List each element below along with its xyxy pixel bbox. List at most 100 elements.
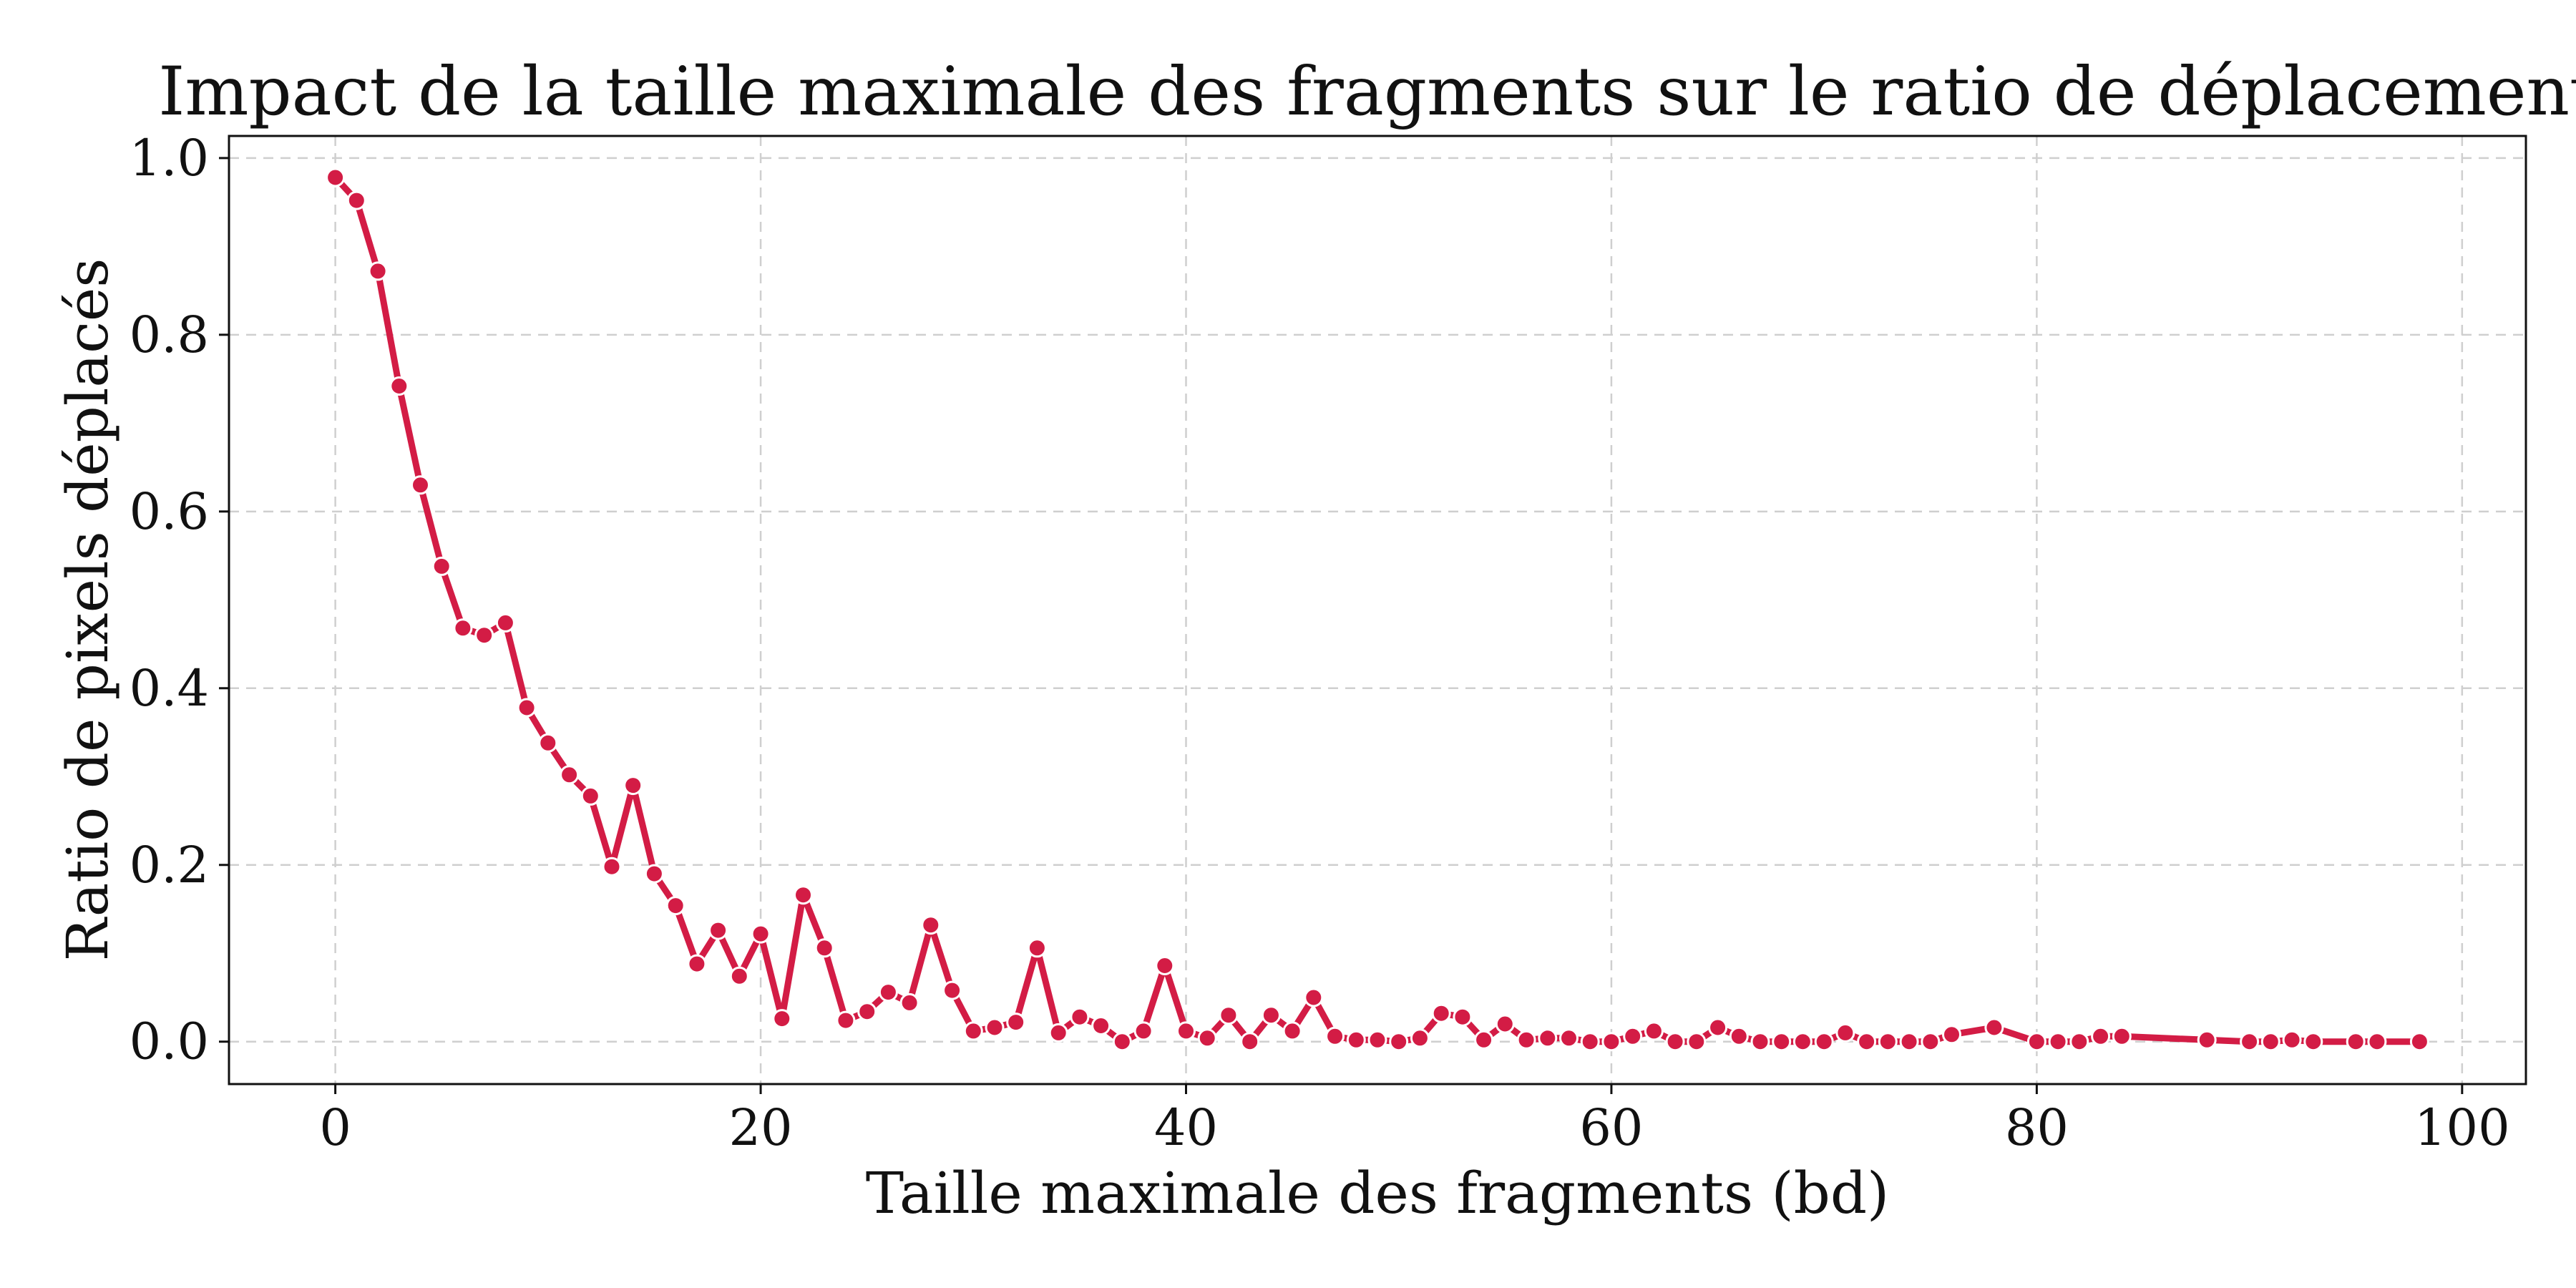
y-tick-label: 0.8: [130, 306, 209, 364]
data-point: [1133, 1021, 1153, 1041]
data-point: [1048, 1023, 1068, 1043]
data-point: [1389, 1032, 1409, 1052]
data-point: [368, 261, 388, 281]
y-tick-label: 0.0: [130, 1013, 209, 1071]
data-point: [2026, 1032, 2046, 1052]
data-point: [346, 190, 366, 210]
data-point: [1942, 1025, 1961, 1045]
series-points: [326, 167, 2429, 1052]
x-axis-label: Taille maximale des fragments (bd): [866, 1160, 1890, 1226]
data-point: [389, 376, 409, 396]
data-point: [1538, 1028, 1558, 1048]
data-point: [1261, 1005, 1281, 1025]
data-point: [729, 966, 749, 986]
data-point: [411, 475, 430, 495]
data-point: [2346, 1032, 2366, 1052]
data-point: [1495, 1014, 1515, 1034]
data-point: [794, 885, 813, 905]
data-point: [1474, 1030, 1494, 1050]
data-point: [1155, 956, 1175, 975]
data-point: [2260, 1032, 2280, 1052]
data-point: [687, 954, 707, 974]
data-point: [1835, 1023, 1855, 1043]
data-point: [1984, 1018, 2004, 1038]
data-point: [985, 1018, 1005, 1038]
data-point: [1240, 1032, 1260, 1052]
data-point: [1623, 1026, 1643, 1046]
x-tick-label: 80: [2005, 1098, 2069, 1157]
data-point: [1729, 1026, 1749, 1046]
data-point: [495, 613, 515, 633]
data-point: [708, 920, 728, 940]
data-point: [1346, 1030, 1366, 1050]
data-point: [814, 938, 834, 958]
data-point: [665, 896, 686, 916]
x-tick-label: 40: [1154, 1098, 1218, 1157]
data-point: [1580, 1032, 1600, 1052]
data-point: [1772, 1032, 1792, 1052]
x-tick-label: 20: [729, 1098, 793, 1157]
data-point: [1325, 1026, 1345, 1046]
data-point: [1091, 1016, 1111, 1035]
data-point: [538, 733, 558, 753]
data-point: [1665, 1032, 1685, 1052]
data-point: [453, 618, 473, 638]
data-point: [772, 1009, 792, 1029]
data-point: [921, 915, 941, 935]
y-tick-label: 0.2: [130, 836, 209, 894]
data-point: [1367, 1030, 1387, 1050]
data-point: [857, 1002, 877, 1022]
data-point: [1878, 1032, 1898, 1052]
data-point: [2303, 1032, 2323, 1052]
data-point: [1410, 1028, 1430, 1048]
chart-title: Impact de la taille maximale des fragmen…: [158, 53, 2576, 131]
data-point: [560, 765, 580, 785]
data-point: [474, 625, 494, 645]
data-point: [326, 167, 346, 187]
data-point: [2112, 1026, 2132, 1046]
data-point: [1197, 1028, 1217, 1048]
data-point: [1027, 938, 1047, 958]
data-point: [517, 698, 537, 718]
data-point: [2197, 1030, 2217, 1050]
data-point: [1070, 1007, 1090, 1027]
data-point: [2409, 1032, 2429, 1052]
y-tick-label: 0.6: [130, 482, 209, 541]
data-point: [878, 982, 898, 1002]
data-point: [1176, 1021, 1196, 1041]
plot-area-frame: [228, 135, 2527, 1085]
x-tick-label: 100: [2414, 1098, 2510, 1157]
data-point: [1857, 1032, 1877, 1052]
axis-ticks: 0 20 40 60 80 100 0.0 0.2 0.4 0.6 0.8 1.0: [130, 129, 2510, 1157]
x-tick-label: 60: [1579, 1098, 1643, 1157]
data-point: [2282, 1030, 2302, 1050]
data-point: [942, 980, 962, 1000]
data-point: [1601, 1032, 1621, 1052]
data-point: [2069, 1032, 2089, 1052]
data-point: [1687, 1032, 1707, 1052]
data-point: [1708, 1018, 1728, 1038]
data-point: [1453, 1007, 1473, 1027]
data-point: [1899, 1032, 1919, 1052]
x-tick-label: 0: [319, 1098, 351, 1157]
data-point: [1282, 1021, 1302, 1041]
data-point: [2048, 1032, 2068, 1052]
data-point: [751, 924, 771, 944]
data-point: [1006, 1013, 1026, 1033]
data-point: [1814, 1032, 1834, 1052]
data-point: [1750, 1032, 1770, 1052]
data-point: [580, 786, 600, 806]
y-axis-label: Ratio de pixels déplacés: [54, 258, 121, 962]
y-tick-label: 1.0: [130, 129, 209, 187]
data-point: [1921, 1032, 1941, 1052]
data-point: [431, 556, 452, 576]
data-point: [836, 1010, 856, 1030]
data-point: [1516, 1030, 1536, 1050]
data-point: [2091, 1026, 2111, 1046]
data-point: [623, 776, 643, 796]
data-point: [899, 992, 919, 1013]
data-point: [963, 1021, 983, 1041]
data-point: [2367, 1032, 2387, 1052]
